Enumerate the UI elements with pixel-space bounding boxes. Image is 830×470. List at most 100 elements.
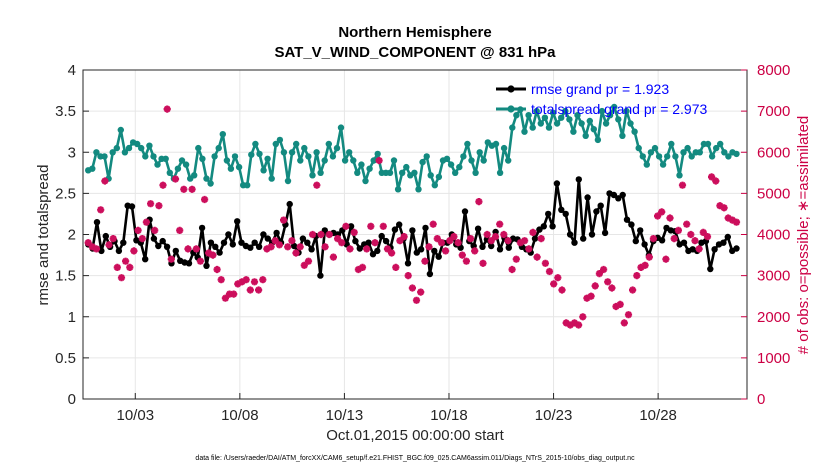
rmse-point: [566, 231, 574, 238]
totalspread-point: [121, 149, 129, 156]
rmse-point: [531, 235, 539, 242]
totalspread-point: [403, 163, 410, 171]
rmse-point: [409, 227, 416, 234]
totalspread-point: [553, 120, 561, 127]
obs-point: [151, 226, 159, 234]
legend-rmse-marker: [507, 85, 515, 93]
totalspread-point: [525, 112, 532, 119]
obs-point: [142, 218, 150, 226]
legend: rmse grand pr = 1.923 totalspread grand …: [496, 81, 708, 117]
rmse-point: [404, 260, 412, 267]
obs-point: [703, 233, 712, 241]
obs-point: [350, 228, 358, 236]
totalspread-point: [435, 173, 443, 181]
rmse-point: [378, 232, 385, 240]
obs-point: [267, 243, 275, 251]
obs-point: [545, 267, 554, 276]
obs-point: [275, 241, 283, 249]
obs-point: [475, 198, 483, 206]
rmse-point: [641, 241, 648, 248]
obs-point: [458, 251, 466, 259]
totalspread-point: [602, 120, 610, 127]
series-obs-assimilated: [84, 105, 741, 329]
rmse-point: [163, 243, 171, 250]
obs-point: [321, 243, 329, 251]
obs-point: [525, 245, 533, 253]
totalspread-point: [639, 153, 646, 160]
totalspread-point: [125, 144, 133, 152]
y2-tick-label: 0: [757, 391, 765, 408]
obs-point: [113, 263, 121, 271]
obs-point: [716, 202, 724, 210]
totalspread-point: [582, 132, 589, 139]
obs-point: [412, 296, 421, 304]
y-tick-label: 0: [68, 391, 76, 408]
rmse-point: [496, 246, 504, 253]
obs-point: [691, 237, 699, 245]
rmse-point: [216, 249, 223, 256]
obs-point: [163, 105, 171, 113]
obs-point: [101, 177, 109, 185]
obs-point: [500, 230, 508, 239]
obs-point: [687, 230, 695, 239]
totalspread-point: [280, 149, 288, 156]
totalspread-point: [374, 150, 381, 158]
obs-point: [134, 226, 142, 234]
rmse-point: [619, 191, 626, 199]
rmse-point: [601, 229, 609, 237]
totalspread-point: [562, 107, 569, 115]
rmse-point: [474, 225, 482, 232]
x-tick-label: 10/28: [639, 407, 677, 424]
rmse-point: [185, 260, 193, 267]
obs-point: [462, 257, 470, 265]
obs-point: [467, 235, 475, 243]
obs-point: [712, 177, 720, 185]
totalspread-point: [288, 149, 296, 156]
y-tick-label: 1: [68, 309, 76, 326]
totalspread-point: [215, 144, 222, 152]
y-tick-label: 0.5: [55, 350, 76, 367]
rmse-point: [724, 233, 731, 241]
legend-rmse-label: rmse grand pr = 1.923: [531, 81, 669, 97]
rmse-point: [159, 237, 166, 245]
rmse-point: [317, 272, 324, 279]
obs-point: [425, 243, 433, 251]
totalspread-point: [513, 112, 520, 119]
rmse-point: [352, 237, 359, 245]
obs-point: [579, 313, 587, 321]
obs-point: [437, 239, 446, 247]
totalspread-point: [725, 153, 732, 160]
obs-point: [367, 222, 375, 230]
axis-ticks: 0 0.5 1 1.5 2 2.5 3 3.5 4 0 1000 2000 3000 4000 5000 60…: [55, 62, 790, 424]
totalspread-point: [619, 132, 626, 139]
rmse-point: [597, 202, 604, 209]
rmse-point: [584, 194, 591, 201]
obs-point: [670, 235, 678, 243]
rmse-point: [308, 246, 315, 253]
x-tick-label: 10/03: [117, 407, 155, 424]
totalspread-point: [305, 153, 312, 160]
rmse-point: [637, 227, 644, 234]
y-axis-label: rmse and totalspread: [35, 165, 52, 306]
obs-point: [180, 185, 188, 193]
totalspread-point: [411, 169, 418, 176]
rmse-point: [575, 176, 582, 183]
obs-point: [342, 222, 350, 230]
totalspread-point: [545, 124, 553, 131]
obs-point: [304, 257, 313, 265]
obs-point: [363, 245, 371, 253]
totalspread-point: [203, 175, 210, 182]
totalspread-point: [227, 165, 235, 172]
obs-point: [284, 243, 292, 251]
totalspread-point: [341, 157, 349, 164]
obs-point: [408, 284, 416, 292]
rmse-point: [658, 237, 666, 244]
footnote-data-file: data file: /Users/raeder/DAI/ATM_forcXX/…: [195, 455, 635, 462]
obs-point: [429, 220, 437, 228]
obs-point: [512, 255, 520, 263]
rmse-point: [461, 208, 469, 215]
obs-point: [383, 245, 392, 253]
totalspread-point: [631, 128, 638, 135]
obs-point: [433, 235, 441, 243]
totalspread-point: [272, 140, 279, 148]
